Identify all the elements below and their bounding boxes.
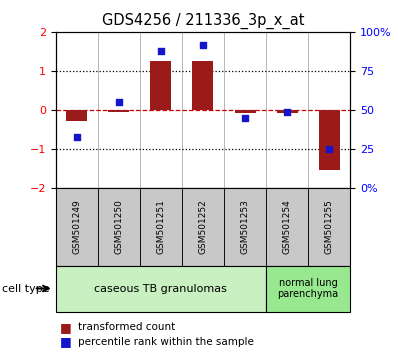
Point [158,48,164,54]
Text: cell type: cell type [2,284,50,293]
Point [242,115,248,120]
Text: GSM501250: GSM501250 [114,199,123,254]
Bar [319,110,340,170]
Bar [193,61,213,110]
Text: transformed count: transformed count [78,322,175,332]
Text: GSM501251: GSM501251 [156,199,166,254]
Bar [277,110,298,113]
Point [74,134,80,140]
Text: ■: ■ [60,321,72,334]
Bar [66,110,87,121]
Text: GSM501253: GSM501253 [240,199,250,254]
Bar [234,110,256,113]
Title: GDS4256 / 211336_3p_x_at: GDS4256 / 211336_3p_x_at [102,13,304,29]
Point [284,109,290,115]
Text: GSM501249: GSM501249 [72,199,81,254]
Text: GSM501252: GSM501252 [199,199,207,254]
Text: GSM501255: GSM501255 [325,199,334,254]
Bar [150,61,172,110]
Point [116,99,122,105]
Bar [108,110,129,112]
Text: ■: ■ [60,335,72,348]
Text: GSM501254: GSM501254 [283,199,292,254]
Text: percentile rank within the sample: percentile rank within the sample [78,337,254,347]
Text: normal lung
parenchyma: normal lung parenchyma [277,278,339,299]
Text: caseous TB granulomas: caseous TB granulomas [94,284,227,293]
Point [200,43,206,48]
Point [326,146,332,152]
